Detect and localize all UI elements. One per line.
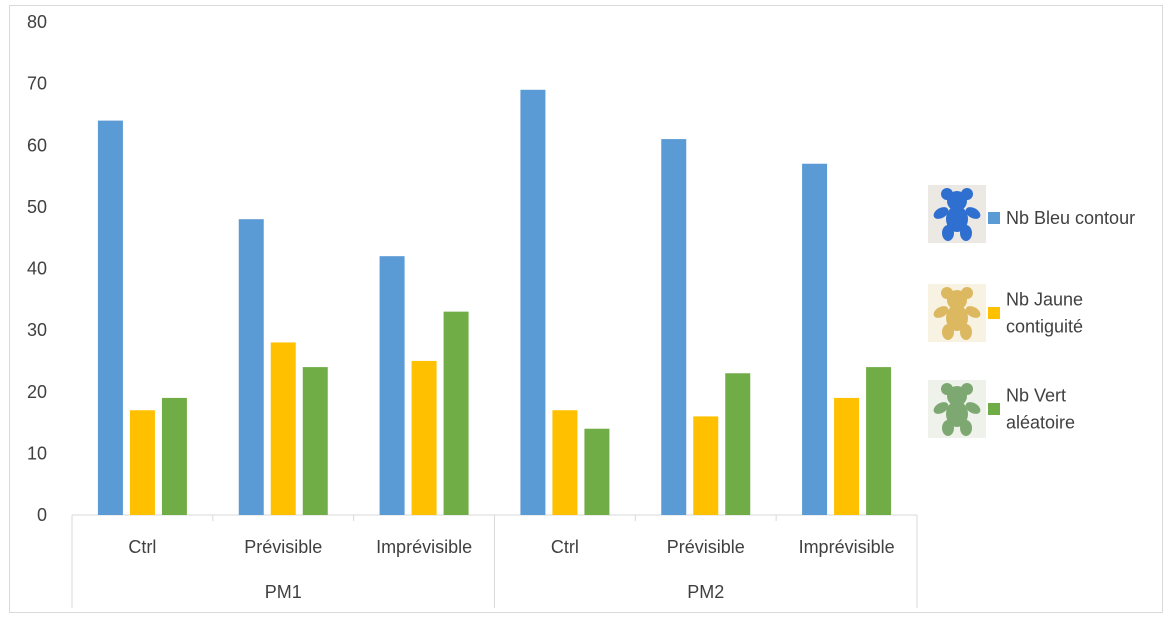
bar (552, 410, 578, 515)
bar (834, 397, 860, 515)
legend-label: contiguité (1006, 317, 1083, 337)
bar (802, 163, 828, 516)
y-tick-label: 60 (27, 135, 47, 155)
legend-label: Nb Bleu contour (1006, 208, 1135, 228)
labels-layer: 0 10 20 30 40 50 60 70 80 Ctrl Prévisible Imprévisi… (27, 12, 895, 602)
x-category-label: Prévisible (667, 537, 745, 557)
bar (270, 342, 296, 515)
legend-label: aléatoire (1006, 413, 1075, 433)
bars-layer (97, 89, 892, 516)
blue-teddy-bear-icon (928, 185, 986, 243)
bar (584, 428, 610, 515)
x-group-label: PM2 (687, 582, 724, 602)
bar (520, 89, 546, 515)
x-category-label: Ctrl (128, 537, 156, 557)
y-tick-label: 40 (27, 259, 47, 279)
y-tick-label: 80 (27, 12, 47, 32)
bar (161, 397, 187, 515)
y-tick-label: 20 (27, 382, 47, 402)
x-group-label: PM1 (265, 582, 302, 602)
legend-swatch (988, 403, 1000, 415)
legend: Nb Bleu contour Nb Jaune contiguité Nb Vert… (928, 185, 1135, 438)
bar (411, 360, 437, 515)
bar (866, 367, 892, 515)
bar (97, 120, 123, 515)
legend-swatch (988, 307, 1000, 319)
x-category-label: Ctrl (551, 537, 579, 557)
bar (302, 367, 328, 515)
bar (443, 311, 469, 515)
bar (725, 373, 751, 515)
x-category-label: Prévisible (244, 537, 322, 557)
legend-swatch (988, 212, 1000, 224)
legend-label: Nb Jaune (1006, 290, 1083, 310)
green-teddy-bear-icon (928, 380, 986, 438)
legend-label: Nb Vert (1006, 386, 1066, 406)
bar (238, 219, 264, 515)
y-tick-label: 30 (27, 320, 47, 340)
y-tick-label: 50 (27, 197, 47, 217)
y-tick-label: 0 (37, 505, 47, 525)
x-category-label: Imprévisible (376, 537, 472, 557)
yellow-teddy-bear-icon (928, 284, 986, 342)
bar (379, 256, 405, 515)
bar (129, 410, 155, 515)
bar (661, 139, 687, 515)
y-tick-label: 10 (27, 443, 47, 463)
x-category-label: Imprévisible (799, 537, 895, 557)
chart-frame (9, 5, 1163, 613)
y-tick-label: 70 (27, 74, 47, 94)
axis-layer (71, 514, 918, 608)
bar (693, 416, 719, 515)
